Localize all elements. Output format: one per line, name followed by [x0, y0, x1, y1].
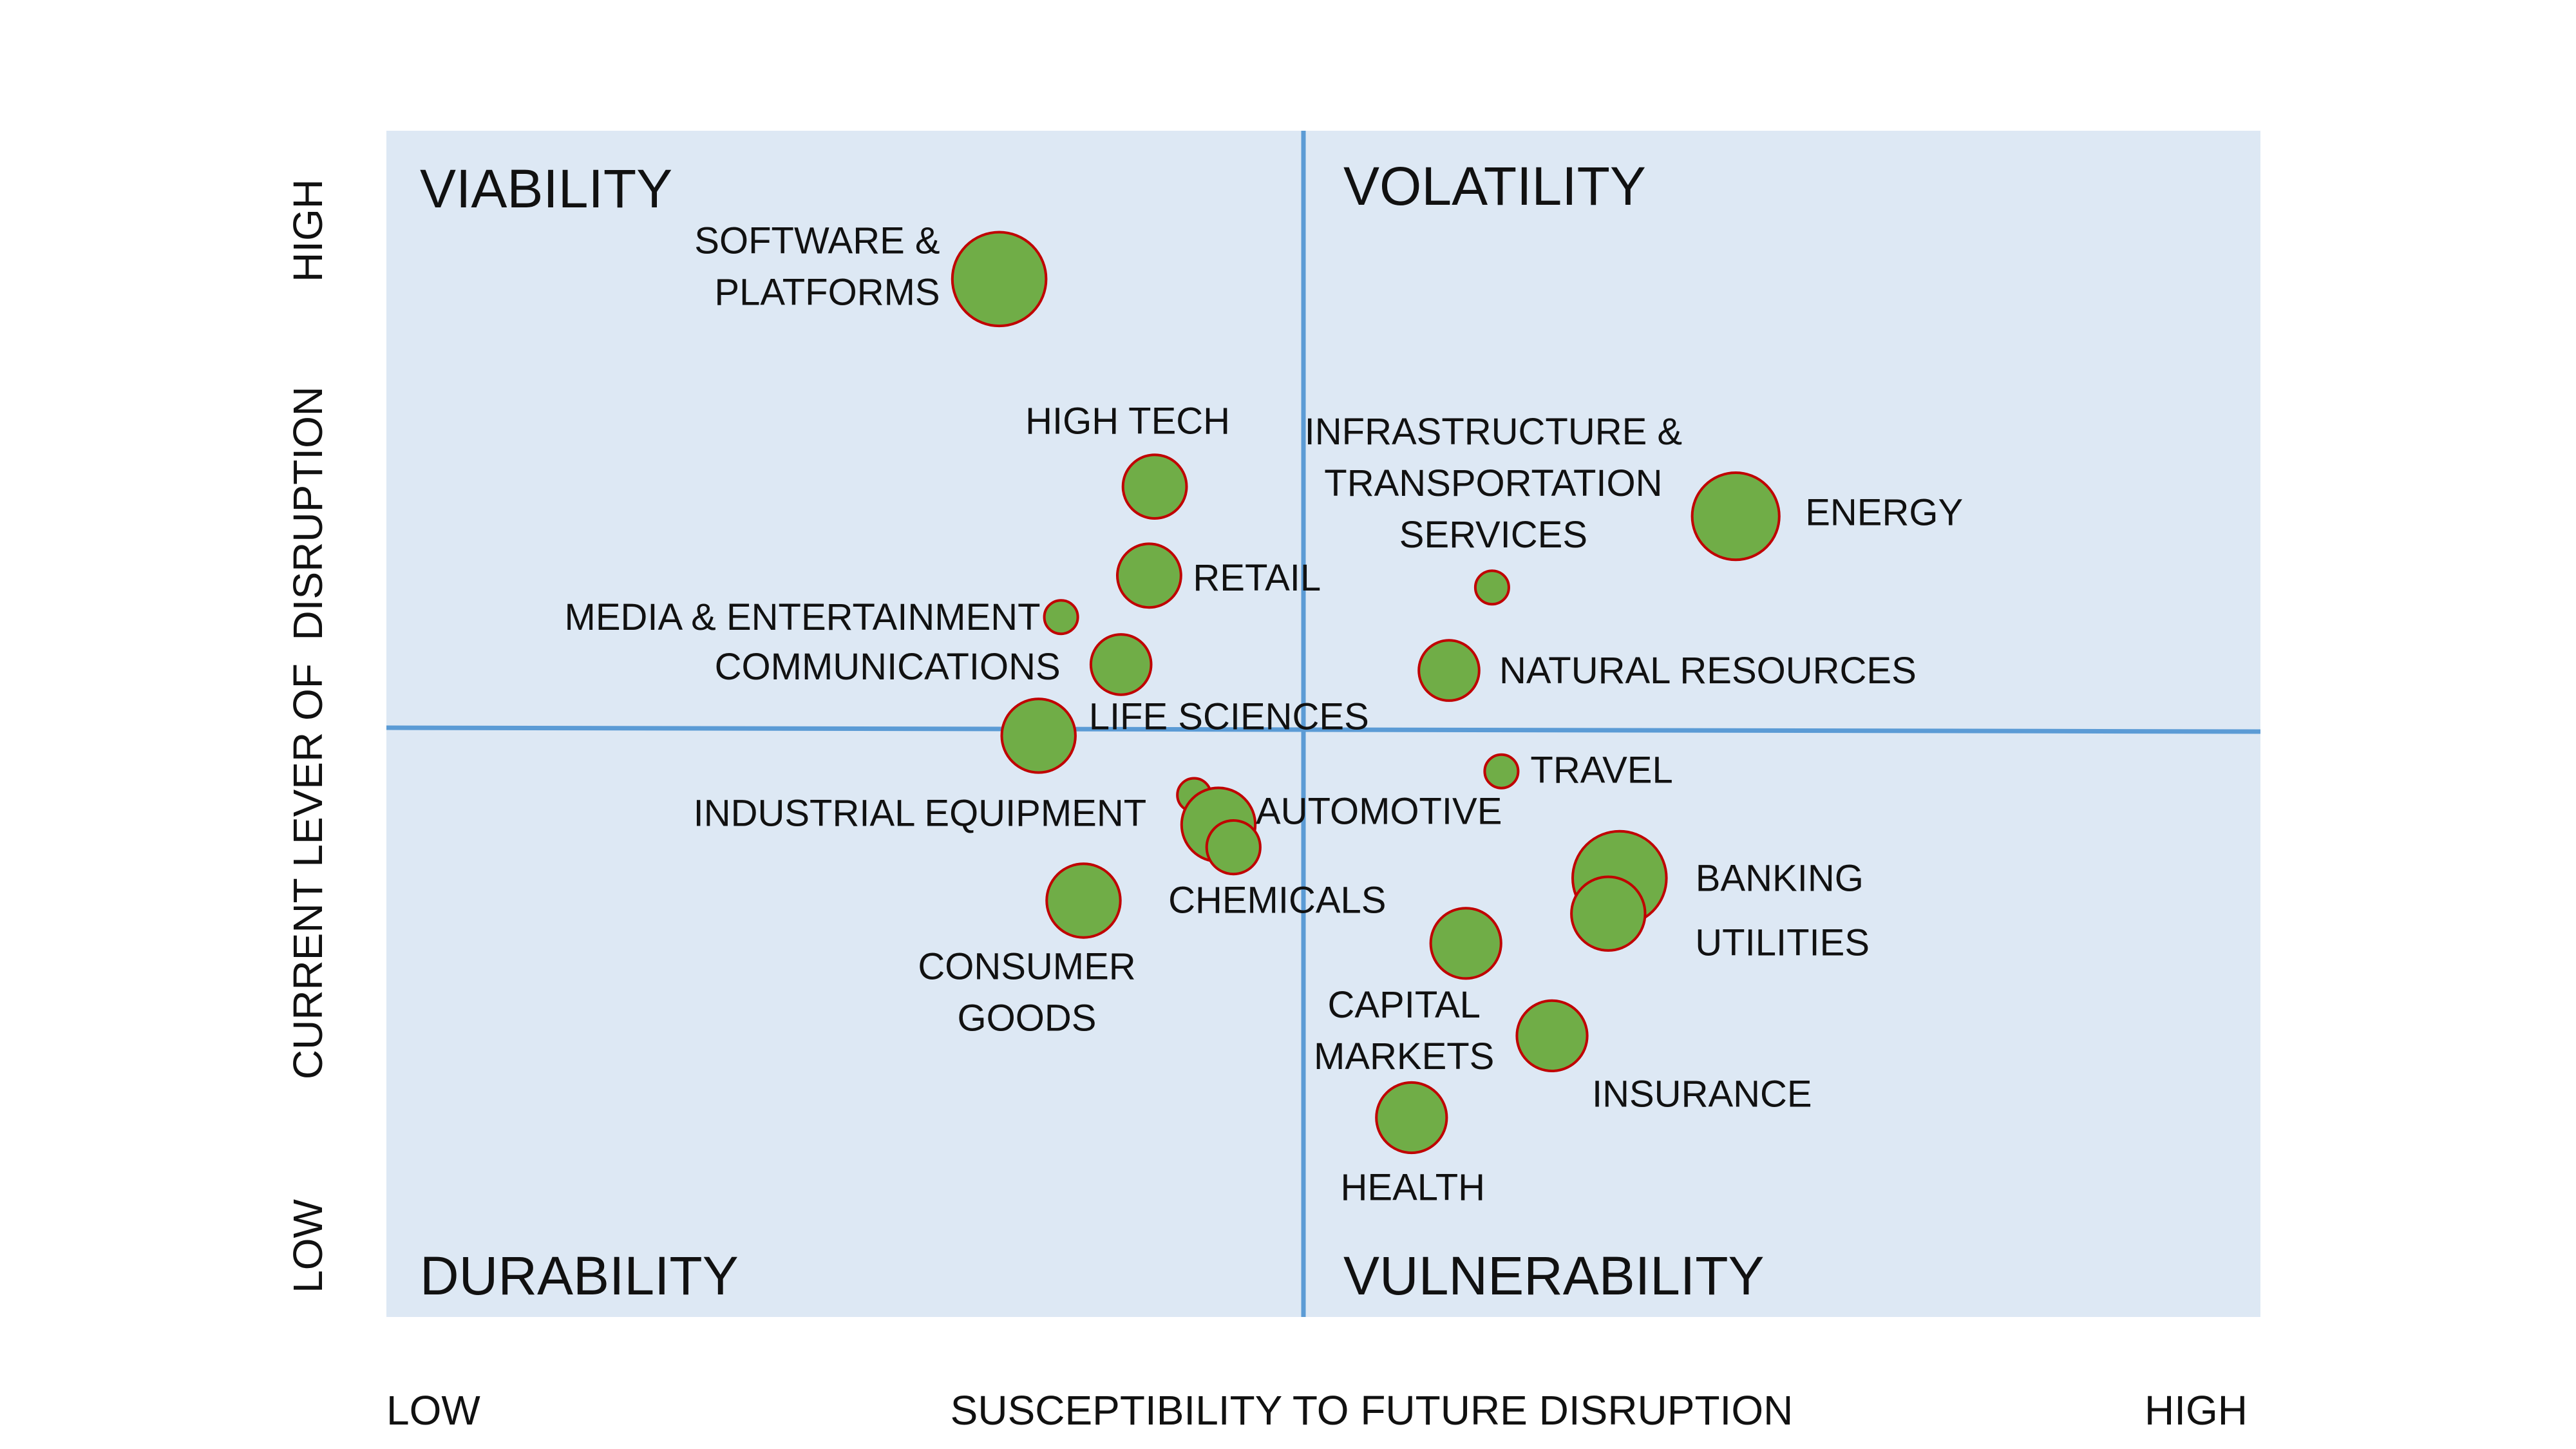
bubble-label-11: ENERGY [1805, 492, 1963, 534]
bubble-label-10: INFRASTRUCTURE & TRANSPORTATION SERVICES [1305, 411, 1682, 556]
horizontal-divider [386, 725, 2261, 734]
bubble-label-9: CONSUMER GOODS [918, 946, 1135, 1039]
bubble-label-6: INDUSTRIAL EQUIPMENT [694, 793, 1147, 835]
bubble-label-12: NATURAL RESOURCES [1499, 650, 1917, 692]
bubble-label-line: GOODS [958, 998, 1097, 1039]
quadrant-label-bottom-right: VULNERABILITY [1343, 1245, 1765, 1306]
bubble-label-18: HEALTH [1341, 1167, 1486, 1209]
x-axis-high-label: HIGH [2145, 1387, 2248, 1434]
bubble-5 [1000, 697, 1077, 774]
bubble-label-line: COMMUNICATIONS [715, 646, 1061, 688]
bubble-16 [1429, 907, 1502, 980]
y-axis-title: CURRENT LEVER OF DISRUPTION [285, 386, 331, 1079]
y-axis-high-label: HIGH [285, 179, 331, 282]
quadrant-label-top-left: VIABILITY [420, 158, 672, 219]
bubble-label-line: INFRASTRUCTURE & [1305, 411, 1682, 453]
bubble-13 [1483, 753, 1520, 790]
bubble-label-line: RETAIL [1193, 557, 1321, 599]
bubble-8 [1205, 819, 1262, 876]
bubble-18 [1375, 1081, 1448, 1155]
bubble-0 [951, 231, 1048, 328]
bubble-label-line: AUTOMOTIVE [1256, 791, 1502, 833]
bubble-11 [1690, 471, 1781, 562]
bubble-1 [1121, 453, 1188, 520]
plot-background [386, 131, 2260, 1317]
bubble-12 [1417, 639, 1481, 702]
bubble-label-line: NATURAL RESOURCES [1499, 650, 1917, 692]
bubble-label-14: BANKING [1696, 858, 1864, 900]
bubble-10 [1473, 569, 1510, 606]
bubble-label-line: CONSUMER [918, 946, 1135, 988]
bubble-label-16: CAPITAL MARKETS [1314, 984, 1494, 1077]
bubble-9 [1045, 862, 1122, 939]
bubble-label-line: TRANSPORTATION [1324, 462, 1662, 504]
bubble-3 [1043, 599, 1079, 636]
bubble-label-line: CHEMICALS [1168, 880, 1386, 922]
bubble-label-line: HIGH TECH [1025, 401, 1230, 442]
bubble-label-line: UTILITIES [1695, 922, 1870, 964]
bubble-label-4: COMMUNICATIONS [715, 646, 1061, 688]
bubble-label-line: ENERGY [1805, 492, 1963, 534]
bubble-label-line: INSURANCE [1592, 1073, 1812, 1115]
bubble-label-line: MEDIA & ENTERTAINMENT [565, 596, 1041, 638]
x-axis-title: SUSCEPTIBILITY TO FUTURE DISRUPTION [951, 1387, 1794, 1434]
bubble-label-line: CAPITAL [1327, 984, 1480, 1026]
bubble-group [951, 231, 1781, 1155]
bubble-label-line: TRAVEL [1530, 750, 1672, 791]
x-axis-low-label: LOW [386, 1387, 480, 1434]
bubble-label-line: SOFTWARE & [694, 220, 940, 261]
bubble-label-line: INDUSTRIAL EQUIPMENT [694, 793, 1147, 835]
bubble-label-line: BANKING [1696, 858, 1864, 900]
bubble-label-15: UTILITIES [1695, 922, 1870, 964]
bubble-label-3: MEDIA & ENTERTAINMENT [565, 596, 1041, 638]
bubble-label-8: CHEMICALS [1168, 880, 1386, 922]
bubble-17 [1515, 999, 1589, 1073]
bubble-label-1: HIGH TECH [1025, 401, 1230, 442]
bubble-label-17: INSURANCE [1592, 1073, 1812, 1115]
bubble-15 [1570, 875, 1647, 952]
bubble-label-line: MARKETS [1314, 1036, 1494, 1077]
bubble-4 [1089, 633, 1153, 696]
bubble-label-line: PLATFORMS [714, 271, 940, 313]
bubble-label-5: LIFE SCIENCES [1089, 696, 1369, 737]
bubble-label-line: LIFE SCIENCES [1089, 696, 1369, 737]
bubble-label-line: SERVICES [1399, 514, 1587, 556]
bubble-label-13: TRAVEL [1530, 750, 1672, 791]
y-axis-low-label: LOW [285, 1199, 331, 1293]
bubble-label-7: AUTOMOTIVE [1256, 791, 1502, 833]
quadrant-label-bottom-left: DURABILITY [420, 1245, 739, 1306]
bubble-2 [1116, 542, 1182, 609]
point-label-group: SOFTWARE & PLATFORMS HIGH TECH RETAIL MEDIA … [565, 220, 1964, 1208]
quadrant-label-top-right: VOLATILITY [1343, 156, 1646, 216]
bubble-label-0: SOFTWARE & PLATFORMS [694, 220, 940, 313]
bubble-label-2: RETAIL [1193, 557, 1321, 599]
bubble-label-line: HEALTH [1341, 1167, 1486, 1209]
